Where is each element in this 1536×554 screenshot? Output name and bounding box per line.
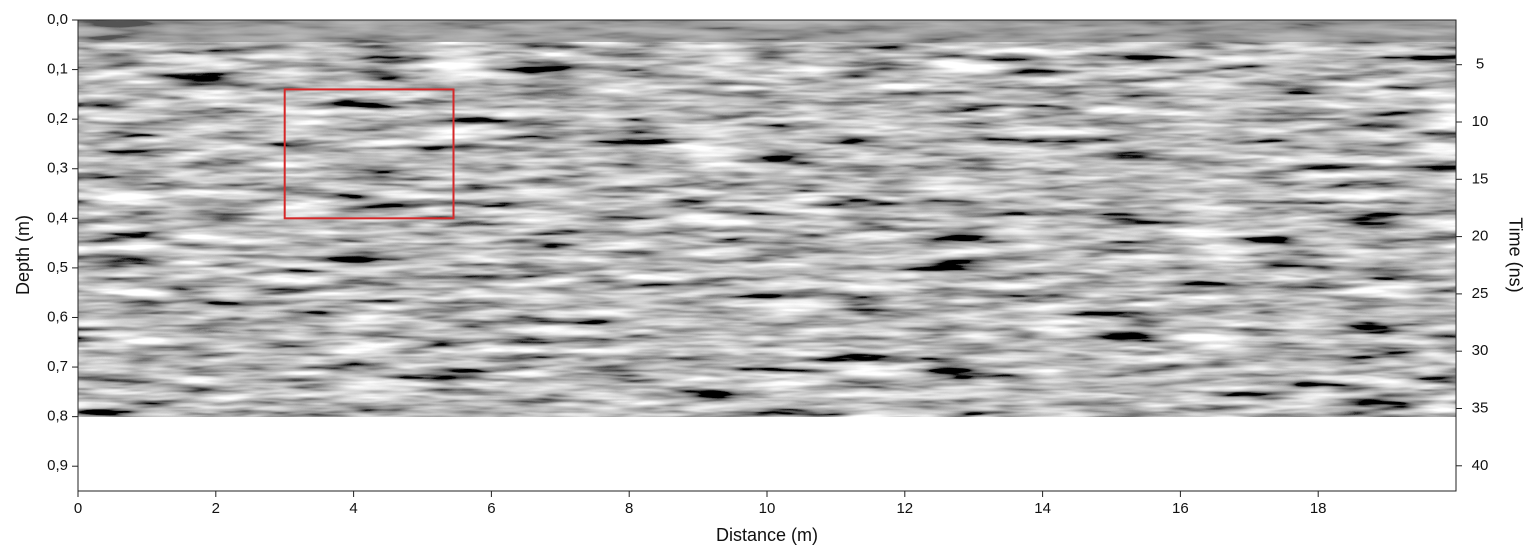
y-tick-label: 0,8	[47, 408, 68, 425]
x-tick-label: 10	[759, 500, 776, 517]
y2-tick-label: 15	[1472, 170, 1489, 187]
x-tick-label: 16	[1172, 500, 1189, 517]
x-tick-label: 14	[1034, 500, 1051, 517]
y-tick-label: 0,6	[47, 308, 68, 325]
y-tick-label: 0,1	[47, 61, 68, 78]
y-tick-label: 0,4	[47, 209, 68, 226]
y2-tick-label: 35	[1472, 399, 1489, 416]
y-tick-label: 0,2	[47, 110, 68, 127]
y-axis-label: Depth (m)	[13, 215, 33, 295]
y2-tick-label: 25	[1472, 285, 1489, 302]
y-tick-label: 0,5	[47, 259, 68, 276]
x-tick-label: 4	[349, 500, 357, 517]
surface-band	[78, 20, 1456, 42]
y-tick-label: 0,9	[47, 457, 68, 474]
x-tick-label: 2	[212, 500, 220, 517]
y2-tick-label: 40	[1472, 457, 1489, 474]
y-tick-label: 0,3	[47, 160, 68, 177]
y2-tick-label: 5	[1476, 56, 1484, 73]
x-tick-label: 12	[896, 500, 913, 517]
x-tick-label: 0	[74, 500, 82, 517]
x-tick-label: 6	[487, 500, 495, 517]
x-tick-label: 8	[625, 500, 633, 517]
x-tick-label: 18	[1310, 500, 1327, 517]
y2-axis-label: Time (ns)	[1505, 217, 1525, 292]
y2-tick-label: 10	[1472, 113, 1489, 130]
x-axis-label: Distance (m)	[716, 525, 818, 545]
y-tick-label: 0,0	[47, 11, 68, 28]
y2-tick-label: 30	[1472, 342, 1489, 359]
annotation-box	[283, 88, 455, 220]
y-tick-label: 0,7	[47, 358, 68, 375]
y2-tick-label: 20	[1472, 228, 1489, 245]
